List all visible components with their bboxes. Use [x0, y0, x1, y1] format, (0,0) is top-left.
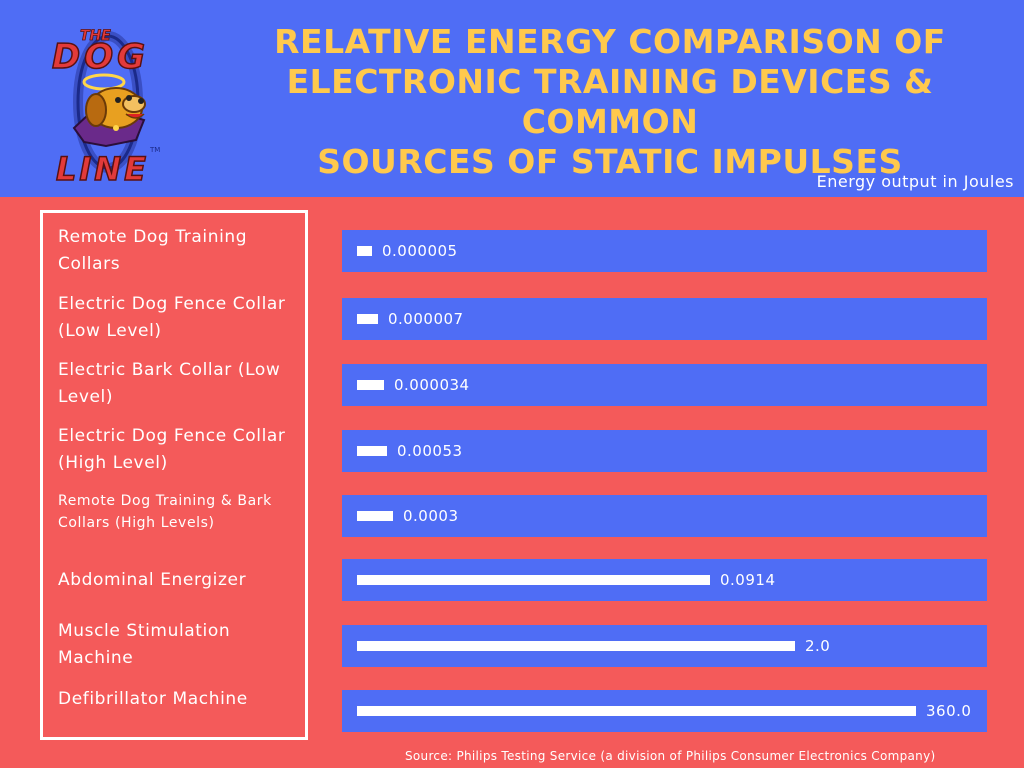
bar-row-background	[342, 495, 987, 537]
category-label-box	[40, 210, 308, 740]
logo-tm: TM	[149, 146, 160, 154]
bar-value-label: 0.000005	[382, 242, 458, 260]
bar	[357, 511, 393, 521]
bar-value-label: 0.00053	[397, 442, 463, 460]
category-label: Muscle Stimulation Machine	[58, 621, 231, 668]
bar	[357, 446, 387, 456]
logo-text-top: THE	[80, 28, 111, 44]
bar-value-label: 2.0	[805, 637, 831, 655]
category-label: Remote Dog Training Collars	[58, 227, 248, 274]
bar	[357, 575, 710, 585]
title-line-1: RELATIVE ENERGY COMPARISON OF	[274, 22, 946, 61]
bar-row-background	[342, 230, 987, 272]
bar-value-label: 0.000034	[394, 376, 470, 394]
bar	[357, 380, 384, 390]
dog-line-logo: THE DOG LINE TM	[51, 28, 160, 188]
category-label: Remote Dog Training & Bark Collars (High…	[58, 493, 272, 531]
bar-row-background	[342, 298, 987, 340]
source-footnote: Source: Philips Testing Service (a divis…	[405, 749, 936, 763]
bar	[357, 641, 795, 651]
logo-text-mid: DOG	[52, 37, 149, 77]
category-label: Electric Dog Fence Collar (Low Level)	[58, 294, 286, 341]
bar	[357, 246, 372, 256]
bar-value-label: 0.000007	[388, 310, 464, 328]
category-label: Abdominal Energizer	[58, 570, 247, 590]
bar	[357, 314, 378, 324]
category-label: Electric Dog Fence Collar (High Level)	[58, 426, 286, 473]
bar	[357, 706, 916, 716]
bar-value-label: 0.0914	[720, 571, 776, 589]
category-label: Defibrillator Machine	[58, 689, 248, 709]
bar-row-background	[342, 430, 987, 472]
bar-value-label: 0.0003	[403, 507, 459, 525]
title-line-2: ELECTRONIC TRAINING DEVICES & COMMON	[286, 62, 934, 141]
bar-value-label: 360.0	[926, 702, 972, 720]
category-label: Electric Bark Collar (Low Level)	[58, 360, 281, 407]
title-line-3: SOURCES OF STATIC IMPULSES	[317, 142, 903, 181]
x-axis-label: Energy output in Joules	[816, 172, 1014, 191]
header-banner: THE DOG LINE TM RELATIVE ENERGY COMPARIS…	[0, 0, 1024, 197]
chart-title: RELATIVE ENERGY COMPARISON OF ELECTRONIC…	[215, 22, 1005, 182]
logo-text-bottom: LINE	[56, 150, 149, 188]
bar-row-background	[342, 364, 987, 406]
